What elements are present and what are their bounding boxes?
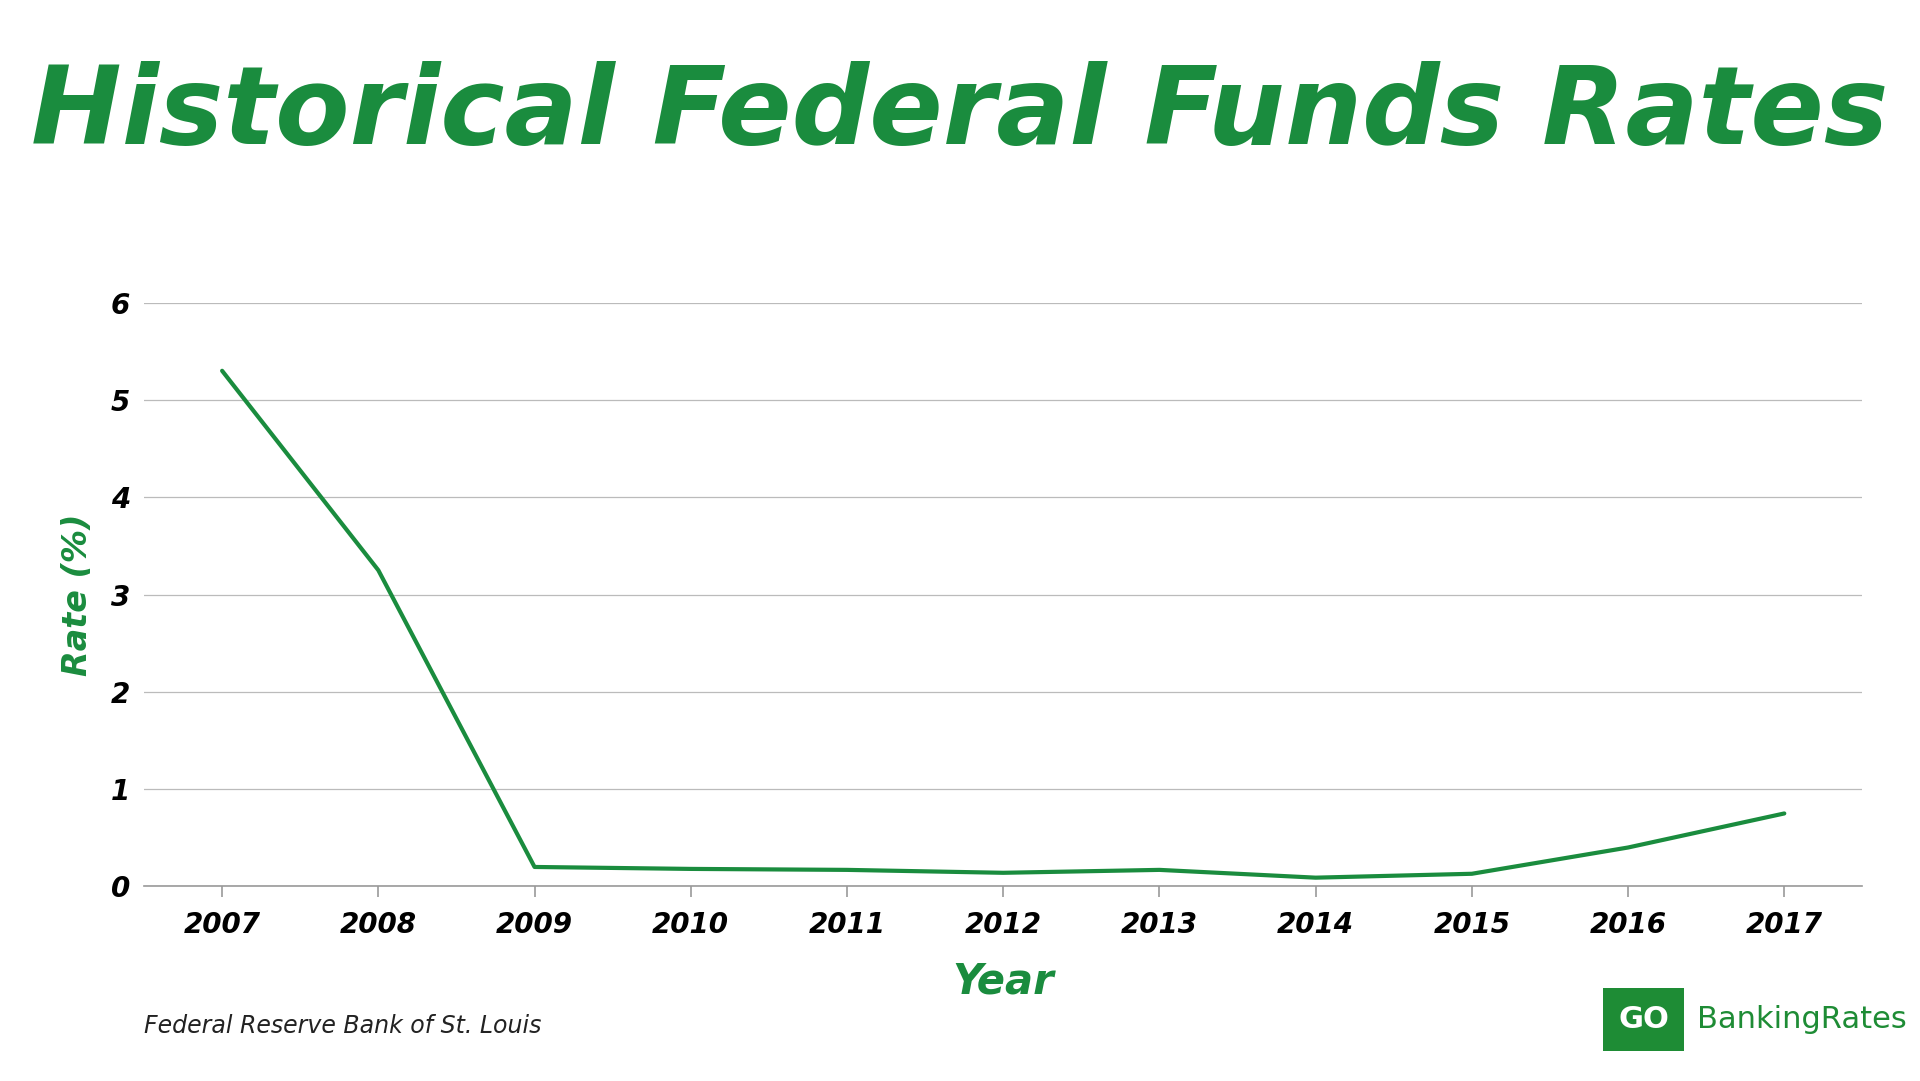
Text: BankingRates: BankingRates	[1697, 1005, 1907, 1033]
Y-axis label: Rate (%): Rate (%)	[61, 513, 94, 676]
X-axis label: Year: Year	[952, 960, 1054, 1002]
Text: GO: GO	[1619, 1005, 1668, 1033]
Text: Federal Reserve Bank of St. Louis: Federal Reserve Bank of St. Louis	[144, 1014, 541, 1038]
Text: Historical Federal Funds Rates: Historical Federal Funds Rates	[31, 61, 1889, 166]
